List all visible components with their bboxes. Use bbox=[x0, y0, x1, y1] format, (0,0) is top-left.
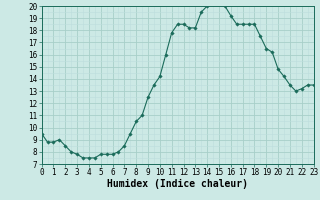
X-axis label: Humidex (Indice chaleur): Humidex (Indice chaleur) bbox=[107, 179, 248, 189]
